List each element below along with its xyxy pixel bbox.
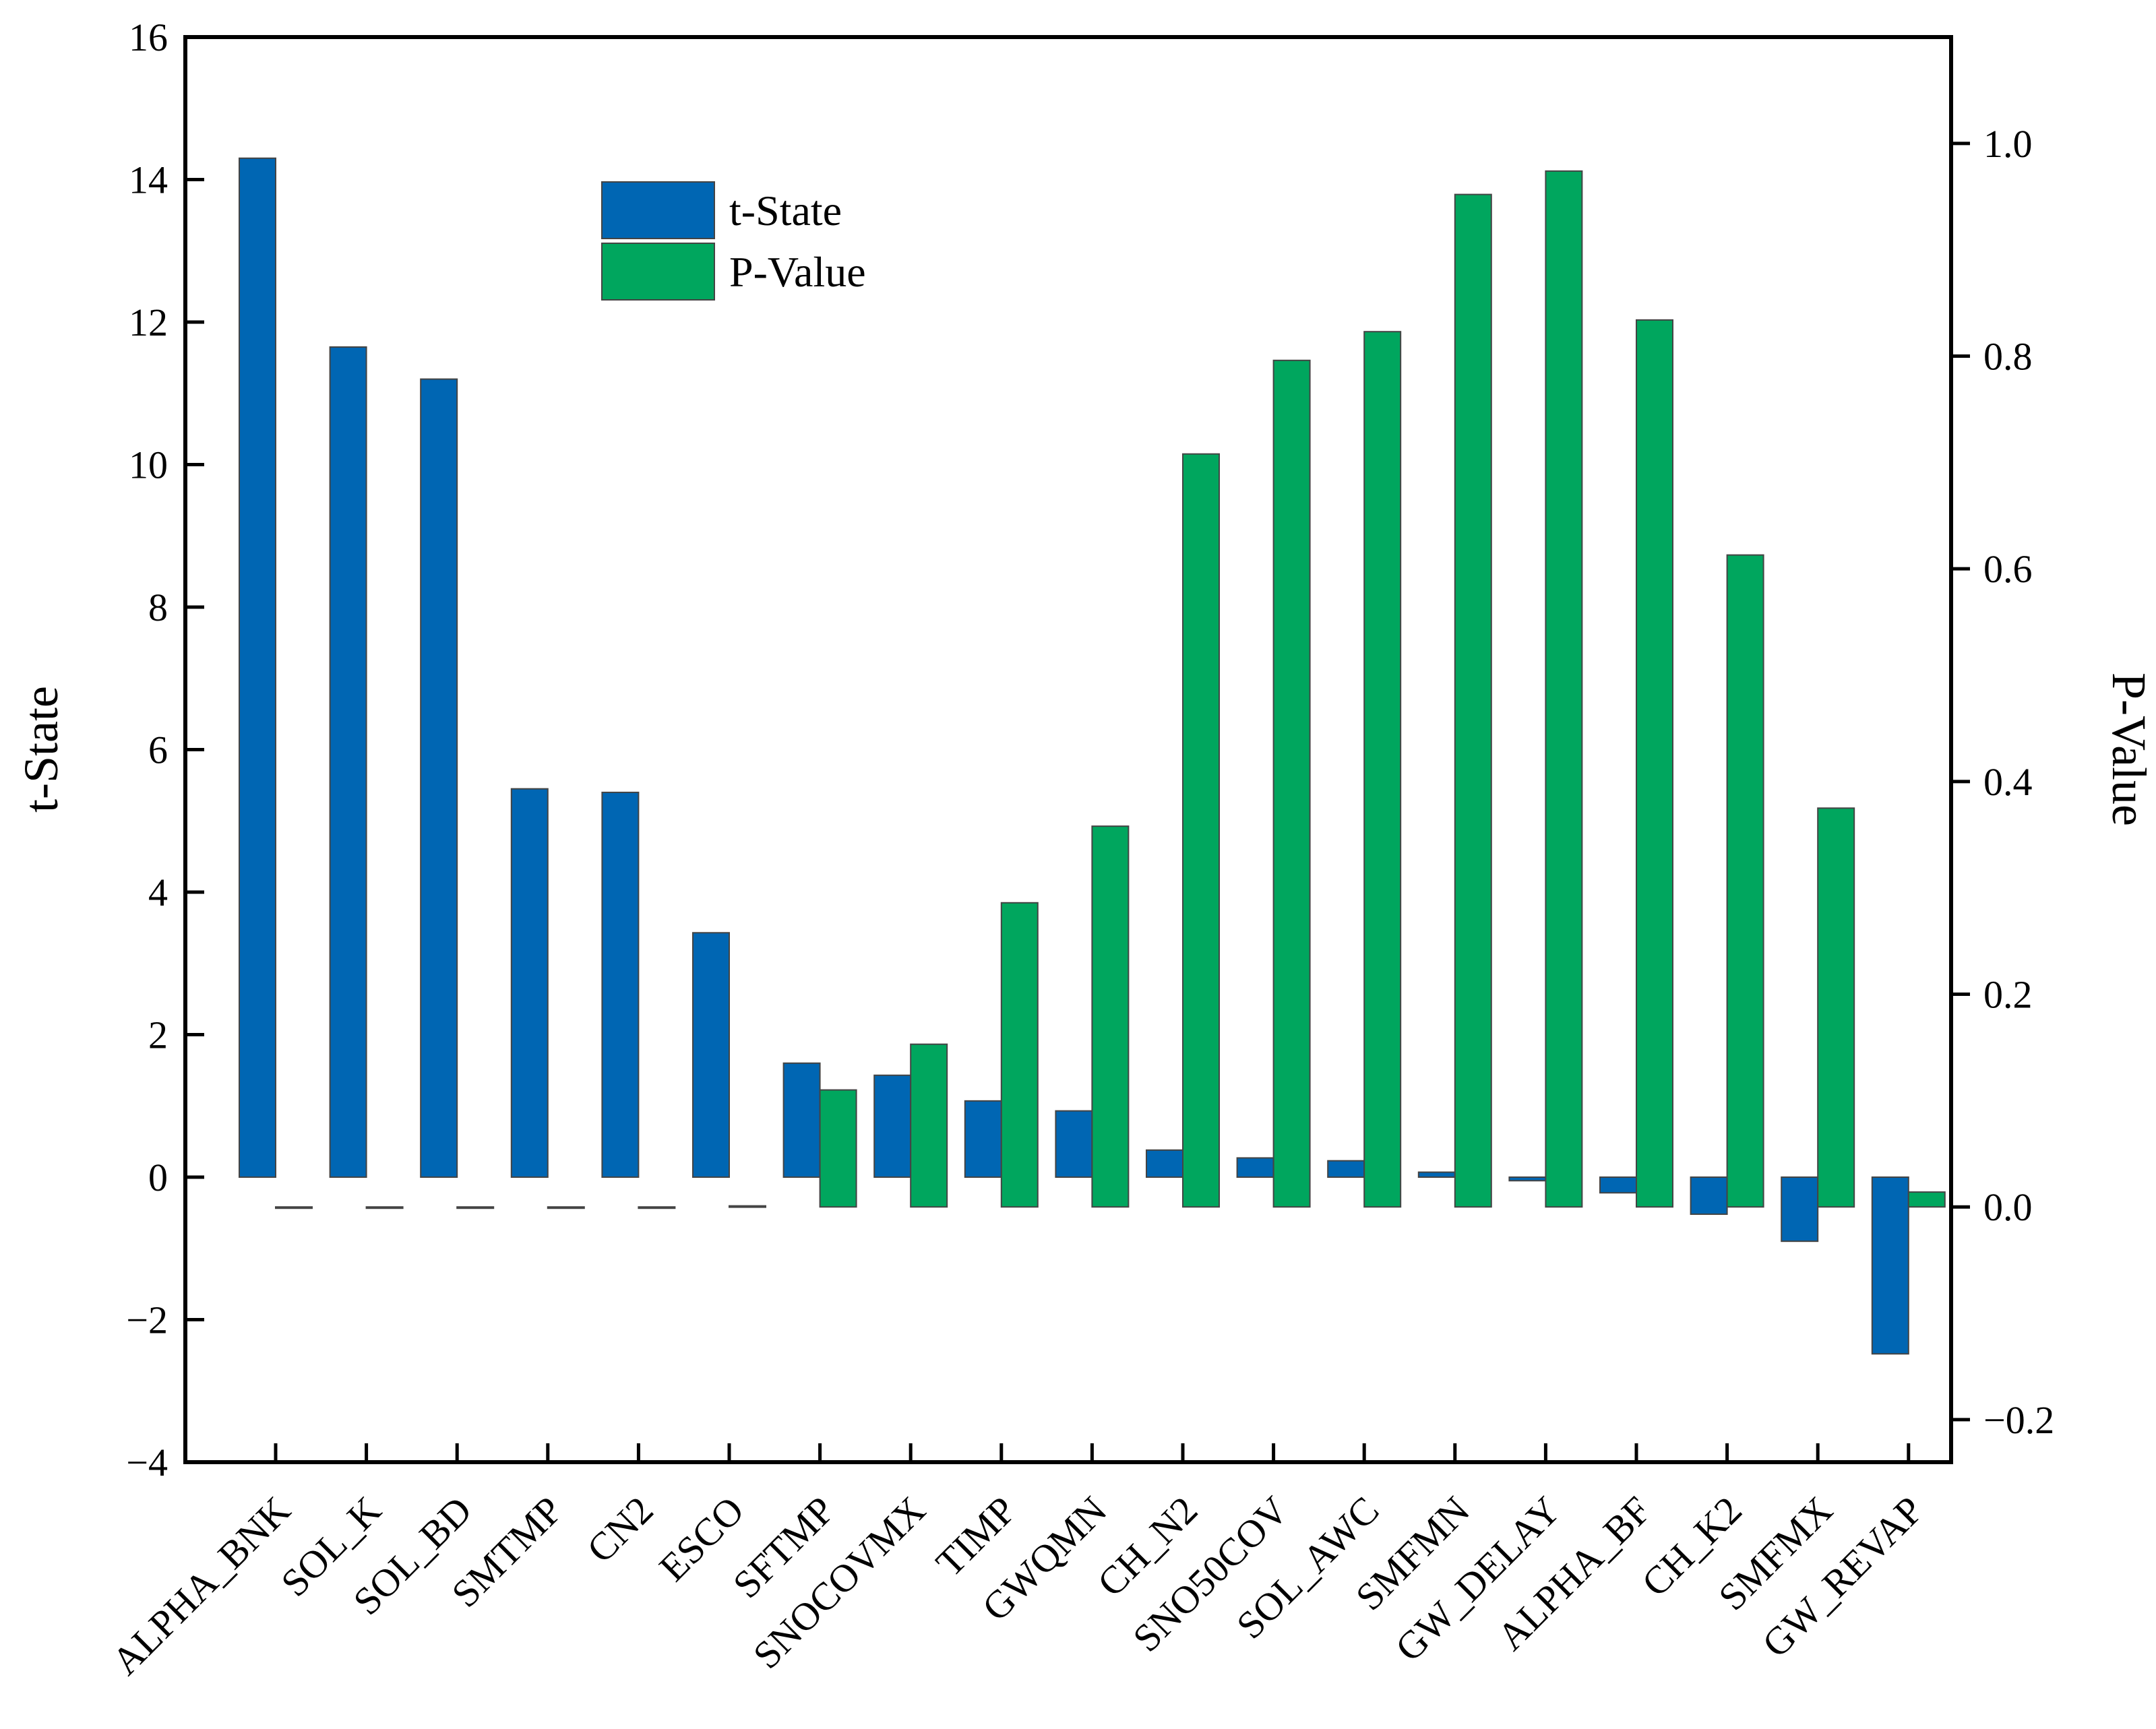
bar-t-state-ch-n2	[1146, 1149, 1183, 1178]
right-axis-tick-label: 0.6	[1983, 547, 2033, 591]
bar-t-state-ch-k2	[1690, 1176, 1728, 1215]
left-axis-tick-label: 0	[148, 1156, 168, 1199]
bar-p-value-esco	[729, 1205, 766, 1208]
x-axis-tick-label-alpha-bnk: ALPHA_BNK	[103, 1488, 299, 1683]
right-axis-tick-label: 0.4	[1983, 760, 2033, 804]
left-axis-tick-label: 14	[129, 158, 168, 202]
bar-p-value-sftmp	[819, 1089, 857, 1208]
bar-p-value-cn2	[638, 1206, 676, 1209]
left-axis-tick-label: 10	[129, 443, 168, 487]
bar-p-value-alpha-bnk	[275, 1206, 313, 1209]
bar-p-value-snocovmx	[910, 1043, 948, 1208]
bar-p-value-sol-awc	[1363, 331, 1402, 1208]
bar-p-value-smfmx	[1817, 807, 1855, 1208]
bar-p-value-ch-n2	[1182, 453, 1220, 1208]
right-axis-tick-label: −0.2	[1983, 1398, 2054, 1442]
bar-t-state-alpha-bf	[1599, 1176, 1637, 1194]
bar-p-value-smtmp	[547, 1206, 585, 1209]
left-axis-tick-label: 6	[148, 728, 168, 772]
left-axis-tick-label: −2	[126, 1298, 168, 1342]
bar-p-value-gwqmn	[1091, 825, 1130, 1208]
right-axis-tick-label: 0.0	[1983, 1185, 2033, 1229]
left-axis-ticks: 16 14 12 10 8 6 4 2 0 −2 −4	[126, 15, 204, 1484]
bar-t-state-esco	[692, 932, 730, 1178]
legend-label-p-value: P-Value	[729, 248, 866, 296]
legend-swatch-t-state	[601, 181, 715, 239]
bar-t-state-sol-awc	[1327, 1160, 1365, 1178]
bar-t-state-sftmp	[782, 1062, 821, 1178]
bar-t-state-alpha-bnk	[239, 157, 276, 1178]
bar-p-value-sol-k	[365, 1206, 404, 1209]
bar-t-state-gw-delay	[1508, 1176, 1547, 1182]
bar-t-state-timp	[964, 1100, 1002, 1178]
bar-p-value-alpha-bf	[1636, 319, 1673, 1208]
left-axis-tick-label: 12	[129, 301, 168, 344]
legend: t-State P-Value	[601, 181, 866, 301]
bar-p-value-sno50cov	[1272, 359, 1311, 1208]
bar-t-state-smfmn	[1417, 1171, 1456, 1178]
right-axis-tick-label: 1.0	[1983, 122, 2033, 166]
bar-p-value-sol-bd	[456, 1206, 495, 1209]
bar-p-value-ch-k2	[1726, 554, 1764, 1208]
bar-t-state-sol-k	[329, 346, 367, 1178]
bar-t-state-gw-revap	[1871, 1176, 1909, 1355]
bar-t-state-cn2	[601, 791, 640, 1178]
x-axis-tick-label-cn2: CN2	[578, 1488, 661, 1571]
left-axis-tick-label: 4	[148, 871, 168, 914]
right-axis-tick-label: 0.8	[1983, 335, 2033, 379]
left-axis-tick-label: 2	[148, 1013, 168, 1057]
bar-t-state-snocovmx	[873, 1074, 912, 1178]
bar-t-state-smtmp	[510, 788, 549, 1178]
legend-swatch-p-value	[601, 243, 715, 301]
left-axis-tick-label: −4	[126, 1441, 168, 1484]
bar-t-state-gwqmn	[1055, 1110, 1093, 1178]
bar-p-value-smfmn	[1454, 193, 1492, 1208]
right-axis-title: P-Value	[2102, 672, 2156, 826]
bar-t-state-sol-bd	[420, 378, 458, 1178]
left-axis-title: t-State	[14, 686, 68, 813]
bar-t-state-sno50cov	[1236, 1157, 1274, 1178]
bar-p-value-gw-revap	[1907, 1191, 1946, 1208]
bar-p-value-gw-delay	[1545, 170, 1583, 1208]
bars-layer	[239, 157, 1946, 1355]
right-axis-ticks: 1.0 0.8 0.6 0.4 0.2 0.0 −0.2	[1951, 122, 2054, 1442]
left-axis-tick-label: 16	[129, 15, 168, 59]
bar-p-value-timp	[1000, 902, 1039, 1208]
legend-label-t-state: t-State	[729, 187, 842, 234]
right-axis-tick-label: 0.2	[1983, 973, 2033, 1017]
bar-t-state-smfmx	[1781, 1176, 1819, 1243]
left-axis-tick-label: 8	[148, 586, 168, 629]
